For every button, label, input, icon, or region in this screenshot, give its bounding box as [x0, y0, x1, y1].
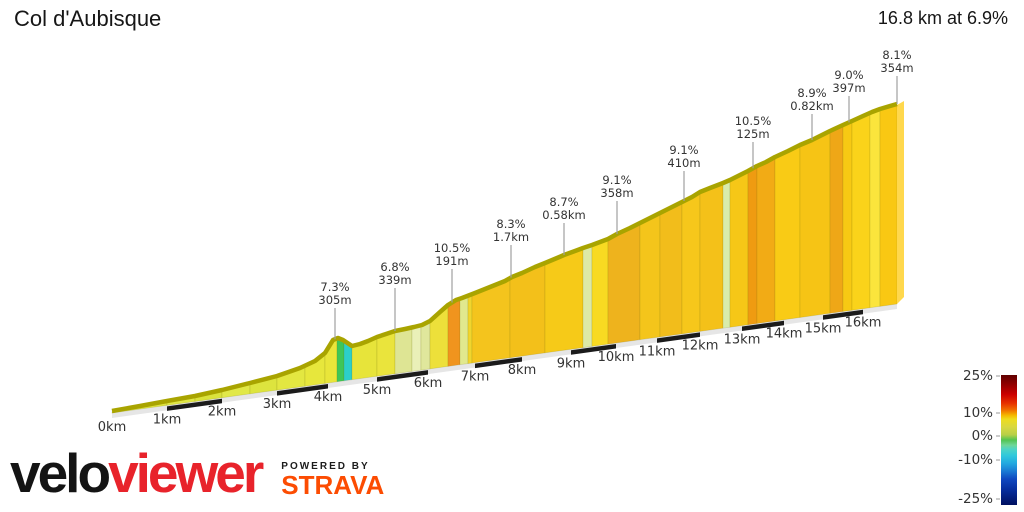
gradient-band	[722, 180, 731, 329]
gradient-band	[420, 321, 431, 371]
axis-km-dash	[277, 384, 328, 396]
gradient-band	[879, 104, 898, 307]
km-axis-label: 1km	[153, 412, 181, 427]
gradient-band	[336, 338, 345, 383]
annotation-gradient-label: 8.9%	[797, 86, 826, 100]
km-axis-label: 6km	[414, 376, 442, 391]
gradient-band	[411, 325, 422, 372]
annotation-length-label: 339m	[378, 273, 411, 287]
legend-tick-label: 10%	[963, 405, 993, 421]
profile-ridge	[111, 101, 898, 414]
gradient-band	[869, 109, 881, 309]
gradient-band	[582, 245, 593, 349]
strava-logo-text: STRAVA	[281, 470, 385, 501]
powered-by-label: POWERED BY	[281, 461, 370, 473]
annotation-length-label: 0.58km	[542, 208, 585, 222]
gradient-band	[447, 299, 461, 367]
km-axis-label: 4km	[314, 390, 342, 405]
annotation-length-label: 191m	[435, 254, 468, 268]
logo-velo-text: velo	[10, 442, 111, 504]
gradient-band	[729, 171, 749, 328]
gradient-band	[394, 328, 413, 375]
annotation-length-label: 305m	[318, 293, 351, 307]
km-axis-label: 9km	[557, 356, 585, 371]
strava-attribution: POWERED BY STRAVA	[281, 447, 384, 499]
gradient-band	[376, 331, 396, 377]
km-axis-label: 5km	[363, 383, 391, 398]
gradient-band	[799, 131, 831, 318]
km-axis-label: 11km	[639, 344, 676, 359]
annotation-gradient-label: 7.3%	[320, 280, 349, 294]
annotation-length-label: 125m	[736, 127, 769, 141]
annotation-gradient-label: 9.0%	[834, 68, 863, 82]
annotation-gradient-label: 9.1%	[602, 173, 631, 187]
axis-km-dash	[377, 370, 428, 382]
gradient-band	[591, 239, 609, 347]
gradient-band	[544, 248, 584, 354]
annotation-gradient-label: 10.5%	[735, 114, 772, 128]
climb-stats: 16.8 km at 6.9%	[877, 8, 1008, 28]
km-axis-label: 2km	[208, 405, 236, 420]
gradient-band	[467, 294, 473, 364]
gradient-band	[851, 113, 871, 311]
gradient-band	[756, 157, 776, 324]
annotation-gradient-label: 8.1%	[882, 48, 911, 62]
gradient-band	[842, 121, 853, 312]
legend-tick-label: 0%	[972, 428, 994, 444]
km-axis-label: 10km	[598, 350, 635, 365]
km-axis-label: 13km	[724, 333, 761, 348]
annotation-gradient-label: 8.7%	[549, 195, 578, 209]
km-axis-label: 0km	[98, 420, 126, 435]
legend-colorbar	[1001, 375, 1017, 505]
gradient-band	[639, 213, 661, 341]
annotation-length-label: 0.82km	[790, 99, 833, 113]
profile-side-face	[897, 101, 904, 304]
annotation-length-label: 410m	[667, 156, 700, 170]
axis-km-dash	[657, 332, 700, 343]
km-axis-label: 3km	[263, 397, 291, 412]
annotation-length-label: 1.7km	[493, 230, 529, 244]
legend-tick-label: -25%	[958, 491, 993, 507]
annotation-length-label: 354m	[880, 61, 913, 75]
veloviewer-logo: velo viewer POWERED BY STRAVA	[10, 446, 384, 501]
gradient-band	[607, 223, 641, 345]
km-axis-label: 7km	[461, 370, 489, 385]
km-axis-label: 16km	[845, 316, 882, 331]
annotation-gradient-label: 10.5%	[434, 241, 471, 255]
axis-km-dash	[742, 320, 784, 332]
km-axis-label: 15km	[805, 321, 842, 336]
axis-km-dash	[823, 309, 863, 320]
gradient-band	[681, 192, 701, 335]
km-axis-label: 14km	[766, 327, 803, 342]
gradient-band	[459, 296, 469, 366]
legend-tick-label: -10%	[958, 452, 993, 468]
gradient-band	[747, 166, 758, 326]
page-title: Col d'Aubisque	[14, 6, 162, 31]
axis-km-dash	[475, 357, 522, 369]
axis-km-dash	[167, 398, 222, 411]
gradient-band	[829, 125, 844, 314]
annotation-gradient-label: 6.8%	[380, 260, 409, 274]
gradient-band	[774, 145, 801, 322]
logo-viewer-text: viewer	[108, 442, 264, 504]
annotation-length-label: 358m	[600, 186, 633, 200]
gradient-band	[699, 183, 724, 332]
annotation-gradient-label: 8.3%	[496, 217, 525, 231]
axis-km-dash	[571, 344, 616, 355]
annotation-length-label: 397m	[832, 81, 865, 95]
annotation-gradient-label: 9.1%	[669, 143, 698, 157]
km-axis-label: 8km	[508, 363, 536, 378]
legend-tick-label: 25%	[963, 368, 993, 384]
km-axis-label: 12km	[682, 338, 719, 353]
gradient-band	[659, 202, 683, 338]
